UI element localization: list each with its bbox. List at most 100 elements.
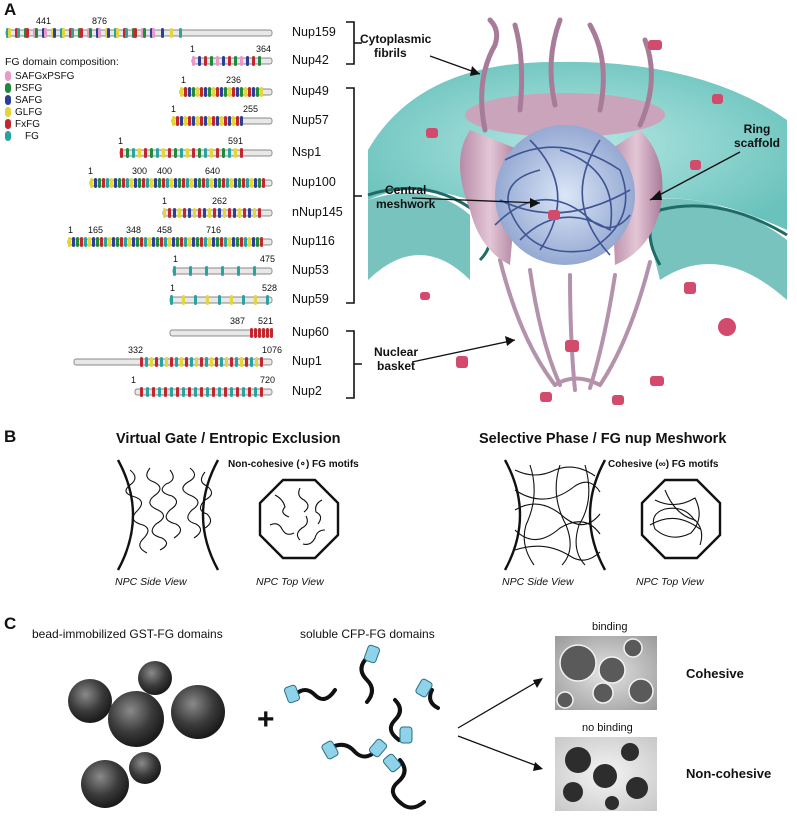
panel-b-right-subtitle: Cohesive (∞) FG motifs (608, 459, 719, 470)
fg-motif (188, 87, 191, 97)
fg-motif (233, 208, 236, 218)
fg-motif (186, 148, 189, 158)
fg-motif (258, 328, 261, 338)
position-number: 1 (181, 75, 187, 85)
fg-motif (170, 28, 173, 38)
fg-motif (208, 116, 211, 126)
fg-motif (165, 357, 168, 367)
fg-motif (140, 357, 143, 367)
fg-motif (168, 208, 171, 218)
fg-motif (212, 387, 215, 397)
fg-motif (184, 237, 187, 247)
fg-motif (138, 178, 141, 188)
fg-motif (266, 328, 269, 338)
fg-motif (254, 178, 257, 188)
fg-motif (102, 178, 105, 188)
fg-motif (202, 178, 205, 188)
position-number: 236 (226, 75, 242, 85)
fg-motif (213, 208, 216, 218)
fg-motif (182, 178, 185, 188)
fg-motif (184, 87, 187, 97)
fg-motif (253, 208, 256, 218)
fg-motif (100, 237, 103, 247)
nuclear-basket (498, 258, 652, 392)
fg-motif (192, 56, 195, 66)
legend: SAFGxPSFG PSFG SAFG GLFG FxFG FG (5, 70, 74, 142)
legend-swatch (5, 83, 11, 93)
fg-motif (142, 178, 145, 188)
annotation-basket-line2: basket (377, 359, 416, 373)
fg-motif (218, 178, 221, 188)
nup-bar-nup53 (172, 266, 273, 276)
fg-motif (226, 178, 229, 188)
fg-motif (236, 237, 239, 247)
position-number: 348 (126, 225, 142, 235)
nup-bar-nsp1 (119, 148, 273, 158)
fg-motif (216, 56, 219, 66)
fg-motif (236, 87, 239, 97)
fg-motif (116, 237, 119, 247)
panel-b-left-subtitle: Non-cohesive (∘) FG motifs (228, 459, 359, 470)
annotation-central-line2: meshwork (376, 197, 436, 211)
bracket-cytoplasmic (346, 21, 362, 65)
fg-motif (218, 387, 221, 397)
position-number: 165 (88, 225, 104, 235)
panel-letter-a: A (4, 0, 17, 19)
fg-motif (120, 237, 123, 247)
fg-motif (114, 178, 117, 188)
fg-motif (198, 208, 201, 218)
fg-motif (146, 387, 149, 397)
fg-motif (158, 387, 161, 397)
fg-motif (112, 237, 115, 247)
panel-letter-b: B (4, 427, 17, 446)
fg-motif (166, 178, 169, 188)
fg-motif (176, 387, 179, 397)
fg-motif (255, 357, 258, 367)
fg-motif (234, 56, 237, 66)
fg-motif (184, 116, 187, 126)
fg-motif (260, 237, 263, 247)
fg-motif (254, 387, 257, 397)
cfp-fg-strands (293, 658, 440, 810)
fg-motif (146, 178, 149, 188)
fg-motif (134, 28, 137, 38)
no-binding-label: no binding (582, 722, 633, 734)
nup-label-nup57: Nup57 (292, 113, 329, 127)
position-number: 1 (162, 196, 168, 206)
fg-motif (8, 28, 11, 38)
left-top-view-octagon (258, 478, 340, 560)
fg-motif (196, 237, 199, 247)
nup-bar-nup60 (169, 328, 273, 338)
annotation-cytoplasmic-line2: fibrils (374, 46, 407, 60)
fg-motif (189, 266, 192, 276)
fg-motif (72, 237, 75, 247)
fg-motif (53, 28, 56, 38)
fg-motif (210, 178, 213, 188)
annotation-cytoplasmic-fibrils: Cytoplasmic fibrils (360, 32, 431, 60)
fg-motif (62, 28, 65, 38)
fg-motif (126, 178, 129, 188)
fg-motif (238, 208, 241, 218)
fg-motif (246, 178, 249, 188)
fg-motif (240, 116, 243, 126)
position-number: 1 (171, 104, 177, 114)
left-side-view-wall-right (201, 459, 220, 571)
fg-motif (145, 357, 148, 367)
right-side-view-strands (514, 464, 601, 566)
fg-motif (248, 237, 251, 247)
fg-motif (228, 116, 231, 126)
fg-motif (156, 237, 159, 247)
fg-motif (232, 87, 235, 97)
fg-motif (222, 178, 225, 188)
fg-motif (228, 148, 231, 158)
fg-motif (220, 237, 223, 247)
position-number: 400 (157, 166, 173, 176)
fg-motif (228, 87, 231, 97)
fg-motif (200, 116, 203, 126)
fg-motif (132, 237, 135, 247)
fg-motif (210, 148, 213, 158)
fg-motif (68, 237, 71, 247)
